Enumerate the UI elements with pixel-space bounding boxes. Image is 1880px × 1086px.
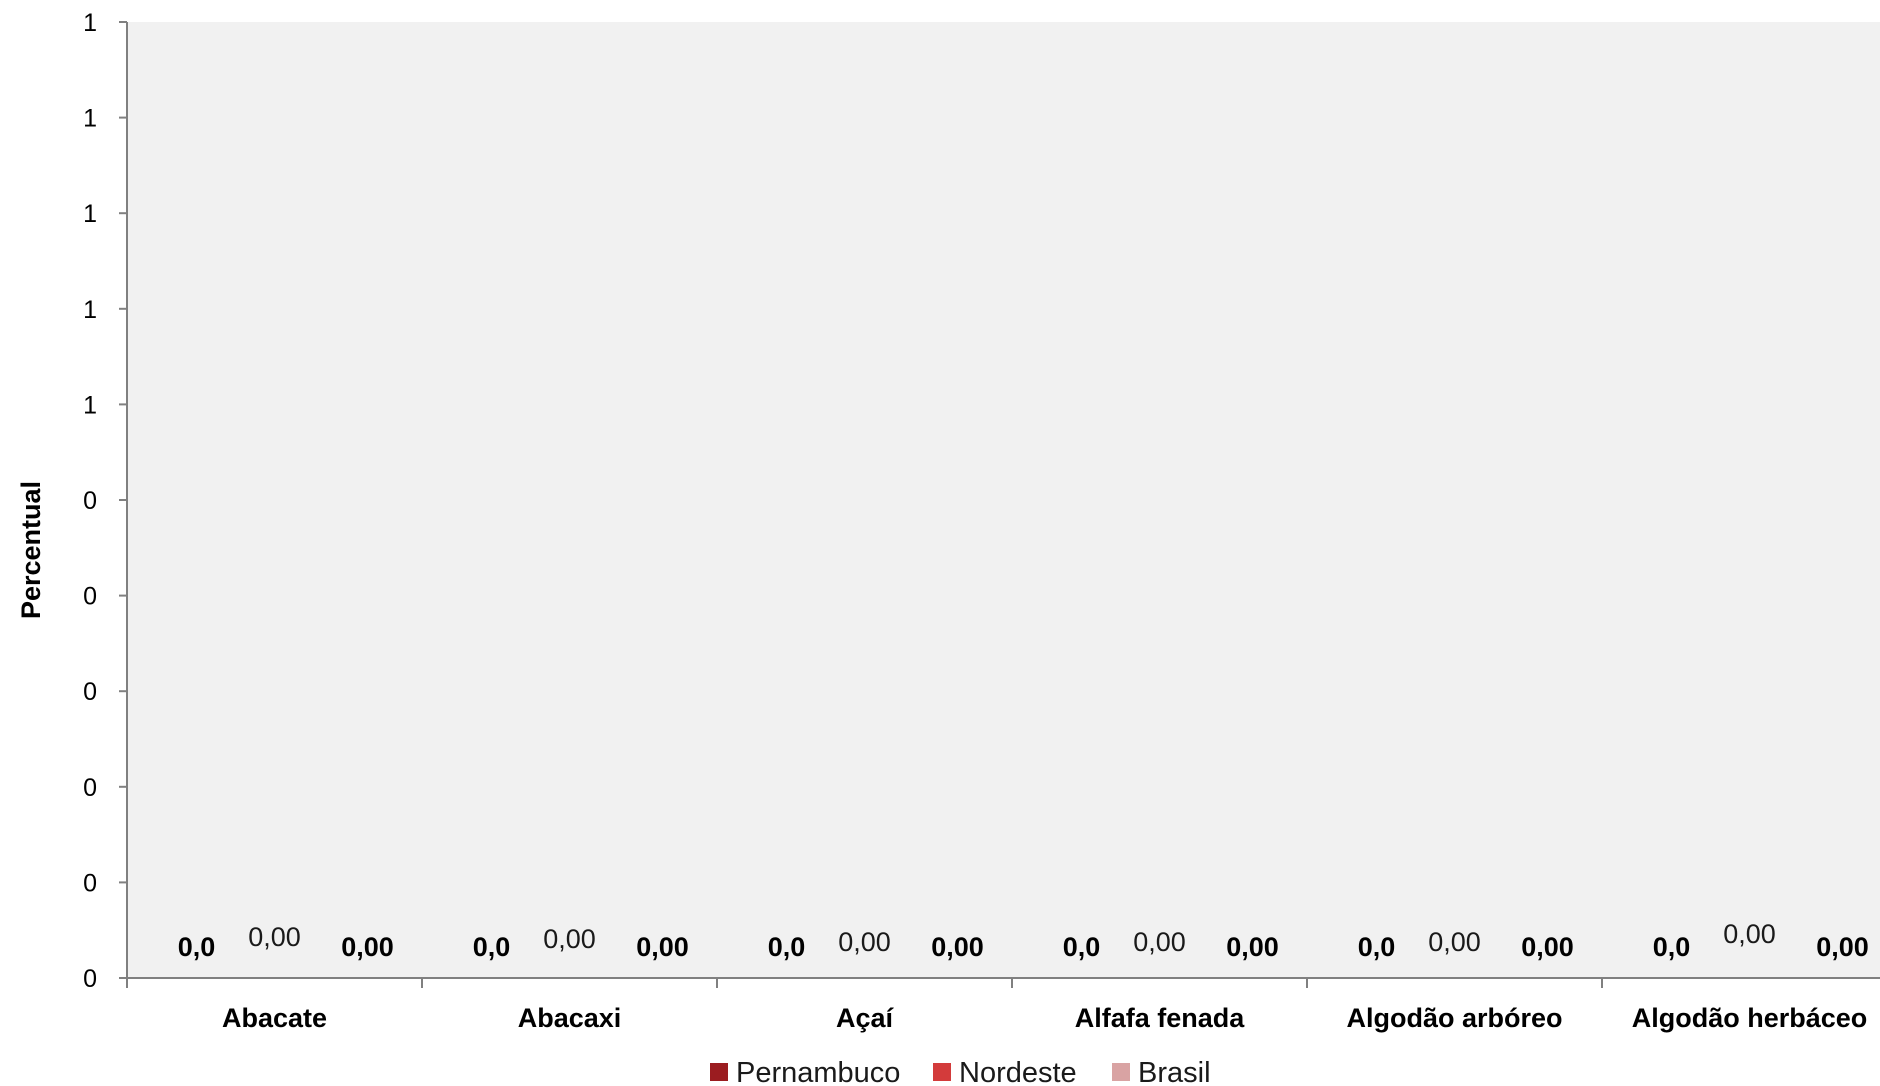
data-label-pernambuco: 0,0 <box>1358 932 1396 962</box>
category-label: Abacaxi <box>518 1003 622 1033</box>
data-label-nordeste: 0,00 <box>1133 927 1186 957</box>
y-tick-label: 1 <box>83 200 97 228</box>
data-label-pernambuco: 0,0 <box>178 932 216 962</box>
category-labels: Abacate Abacaxi Açaí Alfafa fenada Algodão a… <box>222 1003 1867 1033</box>
y-tick-label: 1 <box>83 105 97 133</box>
category-label: Açaí <box>836 1003 895 1033</box>
legend-label-brasil: Brasil <box>1138 1057 1211 1086</box>
legend: Pernambuco Nordeste Brasil <box>710 1057 1211 1086</box>
data-label-brasil: 0,00 <box>1816 932 1869 962</box>
data-label-pernambuco: 0,0 <box>1653 932 1691 962</box>
data-label-brasil: 0,00 <box>1521 932 1574 962</box>
data-label-pernambuco: 0,0 <box>768 932 806 962</box>
legend-swatch-pernambuco <box>710 1063 728 1081</box>
y-tick-label: 0 <box>83 678 97 706</box>
legend-swatch-brasil <box>1112 1063 1130 1081</box>
y-tick-label: 1 <box>83 9 97 37</box>
y-tick-label: 0 <box>83 487 97 515</box>
data-label-brasil: 0,00 <box>341 932 394 962</box>
legend-label-nordeste: Nordeste <box>959 1057 1077 1086</box>
plot-area <box>127 22 1880 978</box>
category-label: Algodão arbóreo <box>1346 1003 1562 1033</box>
y-axis-ticks: 000000111111 <box>83 9 127 993</box>
category-label: Alfafa fenada <box>1075 1003 1246 1033</box>
data-label-nordeste: 0,00 <box>543 924 596 954</box>
data-label-nordeste: 0,00 <box>248 922 301 952</box>
category-label: Algodão herbáceo <box>1632 1003 1868 1033</box>
data-label-brasil: 0,00 <box>1226 932 1279 962</box>
data-label-nordeste: 0,00 <box>1723 919 1776 949</box>
legend-label-pernambuco: Pernambuco <box>736 1057 900 1086</box>
y-tick-label: 0 <box>83 965 97 993</box>
y-tick-label: 0 <box>83 774 97 802</box>
y-tick-label: 1 <box>83 296 97 324</box>
data-label-brasil: 0,00 <box>636 932 689 962</box>
data-label-brasil: 0,00 <box>931 932 984 962</box>
data-label-pernambuco: 0,0 <box>473 932 511 962</box>
y-tick-label: 0 <box>83 583 97 611</box>
y-tick-label: 1 <box>83 391 97 419</box>
y-axis-title: Percentual <box>16 481 46 619</box>
data-label-pernambuco: 0,0 <box>1063 932 1101 962</box>
data-label-nordeste: 0,00 <box>838 927 891 957</box>
x-axis-ticks <box>126 978 1603 988</box>
y-tick-label: 0 <box>83 869 97 897</box>
data-label-nordeste: 0,00 <box>1428 927 1481 957</box>
data-labels: 0,0 0,00 0,00 0,0 0,00 0,00 0,0 0,00 0,00 0,0 0,00… <box>178 919 1869 962</box>
category-label: Abacate <box>222 1003 327 1033</box>
legend-swatch-nordeste <box>933 1063 951 1081</box>
